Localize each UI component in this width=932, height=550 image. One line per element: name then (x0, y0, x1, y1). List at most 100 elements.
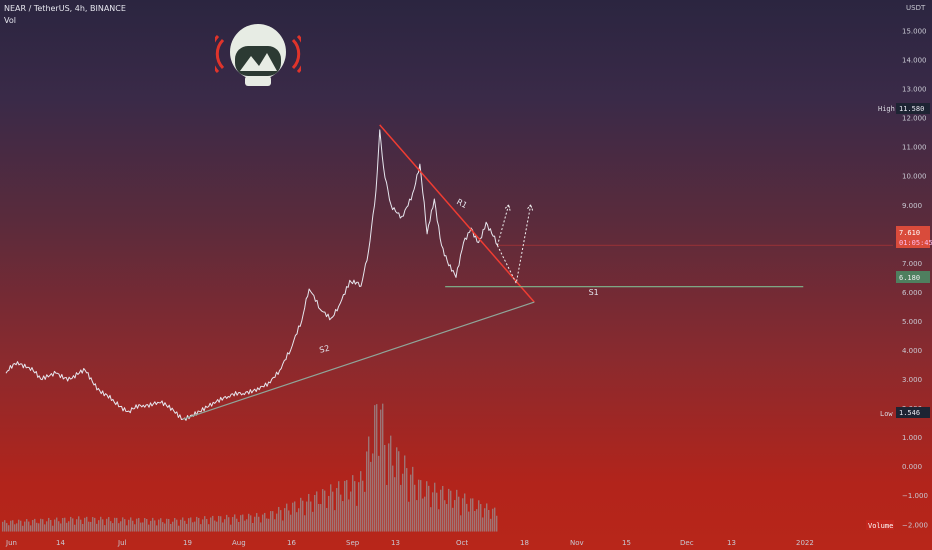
volume-bar (96, 523, 98, 532)
volume-bar (326, 507, 328, 532)
volume-bar (230, 524, 232, 532)
volume-bar (304, 515, 306, 532)
volume-bar (200, 524, 202, 532)
volume-bar (26, 519, 28, 532)
volume-bar (258, 516, 260, 532)
volume-bar (262, 514, 264, 532)
volume-bar (190, 517, 192, 532)
volume-bar (392, 465, 394, 532)
volume-bar (246, 519, 248, 532)
volume-bar (70, 516, 72, 532)
volume-bar (244, 520, 246, 532)
volume-bar (218, 515, 220, 532)
volume-bar (164, 523, 166, 532)
volume-bar (16, 523, 18, 532)
volume-bar (192, 522, 194, 532)
volume-bar (310, 501, 312, 532)
x-tick-label: 13 (727, 539, 736, 547)
volume-bar (64, 517, 66, 532)
volume-tag: Volume (866, 520, 894, 530)
high-tag-label: High (878, 105, 895, 113)
volume-bar (288, 510, 290, 532)
volume-bar (408, 501, 410, 532)
x-tick-label: Sep (346, 539, 360, 547)
volume-bar (466, 503, 468, 532)
volume-bar (160, 518, 162, 532)
volume-bar (90, 521, 92, 532)
volume-bar (58, 521, 60, 532)
volume-bar (302, 500, 304, 532)
volume-bar (38, 523, 40, 532)
x-tick-label: 19 (183, 539, 192, 547)
low-tag: Low 1.546 (880, 407, 930, 418)
projection-path-a (496, 204, 532, 285)
volume-indicator-label[interactable]: Vol (4, 16, 16, 25)
volume-bar (282, 520, 284, 532)
volume-bar (422, 498, 424, 532)
volume-bar (240, 515, 242, 532)
volume-bar (62, 518, 64, 532)
volume-bar (410, 474, 412, 532)
volume-bar (314, 494, 316, 532)
volume-bar (46, 521, 48, 532)
volume-bar (112, 523, 114, 532)
last-price-value: 7.610 (899, 229, 920, 237)
volume-bar (336, 488, 338, 532)
y-tick-label: 3.000 (902, 376, 922, 384)
volume-bar (492, 508, 494, 532)
volume-bar (176, 519, 178, 532)
volume-bar (416, 500, 418, 532)
volume-bar (226, 514, 228, 532)
volume-bar (420, 480, 422, 532)
chart-header: NEAR / TetherUS, 4h, BINANCE Vol (4, 3, 126, 27)
volume-bar (322, 489, 324, 532)
volume-bar (238, 521, 240, 532)
volume-bar (394, 477, 396, 532)
x-tick-label: 14 (56, 539, 65, 547)
volume-bar (396, 447, 398, 532)
y-tick-label: 7.000 (902, 260, 922, 268)
x-tick-label: 2022 (796, 539, 814, 547)
volume-bar (390, 435, 392, 532)
volume-bar (296, 512, 298, 532)
support-price-value: 6.180 (899, 274, 920, 282)
volume-bar (402, 473, 404, 532)
price-series (5, 129, 498, 421)
volume-bar (368, 436, 370, 532)
volume-bar (178, 525, 180, 532)
volume-bar (198, 517, 200, 532)
volume-bar (228, 517, 230, 532)
astronaut-helmet-icon (215, 24, 301, 86)
volume-bar (350, 491, 352, 532)
volume-bar (40, 518, 42, 532)
volume-bar (434, 482, 436, 532)
volume-bar (354, 481, 356, 532)
symbol-title[interactable]: NEAR / TetherUS, 4h, BINANCE (4, 4, 126, 13)
volume-bar (248, 513, 250, 532)
volume-bar (214, 520, 216, 532)
volume-bar (196, 516, 198, 532)
volume-bar (92, 517, 94, 532)
low-tag-value: 1.546 (899, 409, 920, 417)
projection-path-b (496, 204, 510, 246)
volume-bar (88, 521, 90, 532)
volume-bar (438, 509, 440, 532)
volume-bar (104, 525, 106, 532)
volume-bar (184, 520, 186, 532)
volume-bar (236, 518, 238, 532)
volume-bar (360, 471, 362, 532)
volume-bar (334, 510, 336, 532)
volume-bar (54, 519, 56, 532)
volume-bar (458, 496, 460, 532)
price-line (5, 129, 498, 421)
volume-bar (242, 514, 244, 532)
volume-bar (188, 518, 190, 532)
volume-bar (424, 496, 426, 532)
x-tick-label: 15 (622, 539, 631, 547)
volume-bar (206, 519, 208, 532)
volume-bar (22, 525, 24, 532)
volume-bar (234, 514, 236, 532)
volume-bar (212, 515, 214, 532)
projection-arrowhead (526, 203, 534, 211)
